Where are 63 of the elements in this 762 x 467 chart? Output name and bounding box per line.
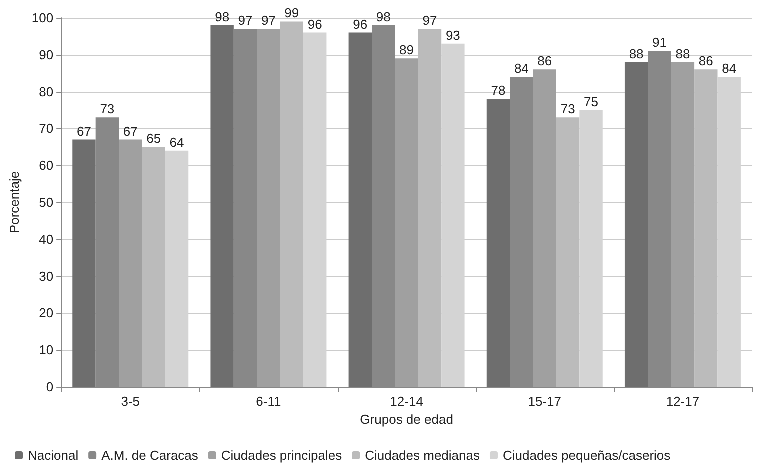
bar	[624, 62, 648, 387]
data-label: 84	[514, 61, 529, 76]
legend-label: A.M. de Caracas	[102, 448, 199, 463]
x-tick-label: 6-11	[256, 394, 282, 409]
data-label: 84	[722, 61, 737, 76]
y-tick-label: 10	[39, 342, 54, 358]
x-axis-title: Grupos de edad	[360, 412, 454, 427]
data-label: 67	[77, 124, 92, 139]
y-tick-label: 100	[32, 10, 54, 26]
legend-label: Ciudades principales	[221, 448, 343, 463]
bar	[210, 25, 234, 387]
data-label: 75	[584, 94, 599, 110]
x-tick-label: 15-17	[528, 394, 562, 409]
y-tick-label: 0	[46, 380, 54, 394]
data-label: 88	[676, 46, 690, 62]
bar	[348, 32, 372, 387]
y-axis-title: Porcentaje	[7, 171, 22, 234]
y-tick-label: 90	[39, 47, 54, 62]
bar	[395, 58, 418, 387]
y-tick-label: 80	[39, 84, 54, 100]
y-tick-label: 60	[39, 158, 54, 174]
bar	[694, 70, 718, 387]
data-label: 93	[446, 28, 460, 43]
data-label: 86	[538, 54, 552, 69]
data-label: 89	[400, 42, 414, 58]
bar	[119, 140, 142, 387]
data-label: 97	[261, 13, 276, 28]
bar	[280, 22, 304, 387]
y-tick-label: 30	[39, 268, 54, 284]
legend-label: Ciudades medianas	[365, 448, 480, 463]
data-label: 65	[146, 131, 162, 146]
y-tick-label: 50	[39, 195, 54, 210]
data-label: 88	[629, 46, 644, 62]
data-label: 96	[353, 16, 368, 32]
bar	[671, 62, 695, 387]
data-label: 98	[376, 9, 391, 24]
data-label: 67	[123, 124, 138, 139]
bar	[556, 118, 580, 387]
bar	[533, 70, 556, 387]
bar	[142, 147, 166, 387]
bar	[72, 140, 96, 387]
bar	[418, 29, 442, 387]
legend-label: Ciudades pequeñas/caserios	[502, 448, 672, 463]
x-tick-label: 12-17	[666, 394, 700, 409]
data-label: 86	[698, 54, 714, 69]
data-label: 96	[308, 16, 322, 32]
data-label: 73	[560, 102, 576, 117]
bar	[257, 29, 280, 387]
data-label: 97	[238, 13, 253, 28]
data-label: 97	[422, 13, 438, 28]
data-label: 98	[215, 9, 230, 24]
data-label: 99	[284, 6, 300, 21]
x-tick-label: 12-14	[390, 394, 424, 409]
data-label: 64	[170, 134, 184, 150]
bar	[486, 99, 510, 387]
data-label: 73	[100, 102, 115, 117]
data-label: 78	[491, 83, 506, 98]
y-tick-label: 20	[39, 306, 54, 321]
legend-label: Nacional	[28, 448, 79, 463]
data-label: 91	[652, 35, 667, 50]
y-tick-label: 40	[39, 232, 54, 247]
x-tick-label: 3-5	[121, 394, 140, 409]
y-tick-label: 70	[39, 121, 54, 136]
